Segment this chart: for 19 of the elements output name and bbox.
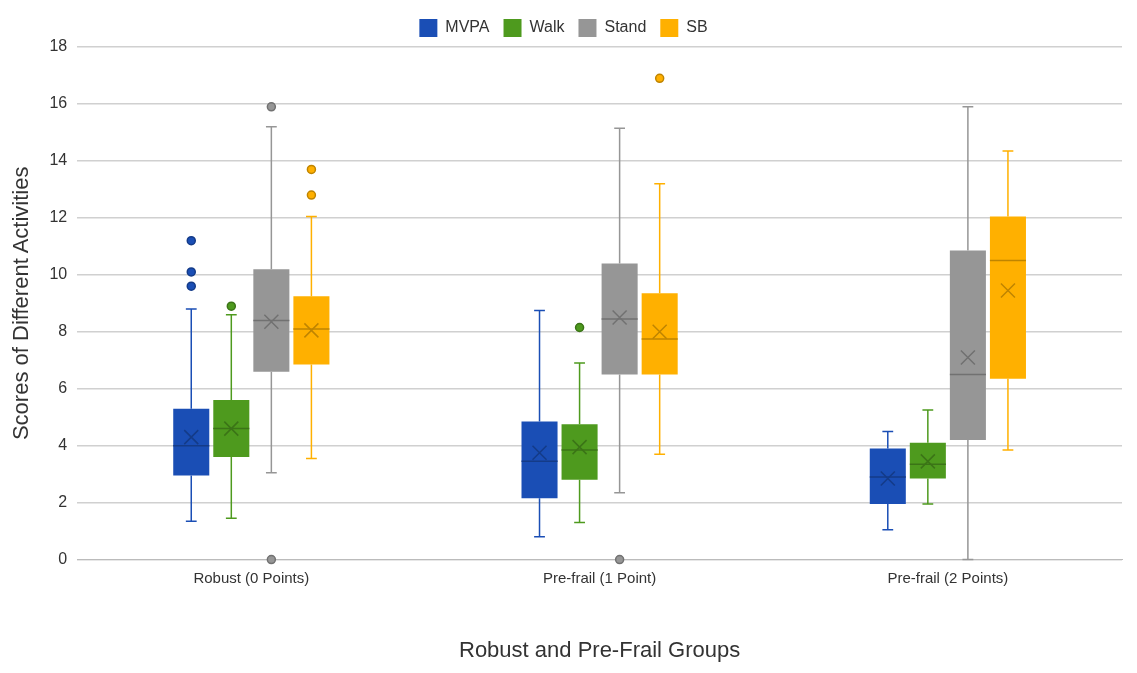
x-tick-label: Robust (0 Points) [193,568,310,586]
x-axis-title: Robust and Pre-Frail Groups [458,636,741,662]
y-tick-label: 14 [49,151,68,169]
y-tick-label: 12 [49,208,68,226]
y-tick-label: 2 [58,493,68,511]
y-tick-label: 0 [58,550,68,568]
legend-label: SB [686,18,708,36]
x-tick-label: Pre-frail (2 Points) [887,568,1009,586]
y-tick-label: 6 [58,379,68,397]
legend-label: Walk [529,18,566,36]
y-axis-title: Scores of Different Activities [8,166,34,441]
y-tick-label: 10 [49,265,68,283]
y-tick-label: 18 [49,37,68,55]
y-tick-label: 4 [58,436,68,454]
y-tick-label: 16 [49,94,68,112]
legend-label: Stand [604,18,647,36]
y-tick-label: 8 [58,322,68,340]
legend-label: MVPA [445,18,490,36]
x-tick-label: Pre-frail (1 Point) [542,568,657,586]
